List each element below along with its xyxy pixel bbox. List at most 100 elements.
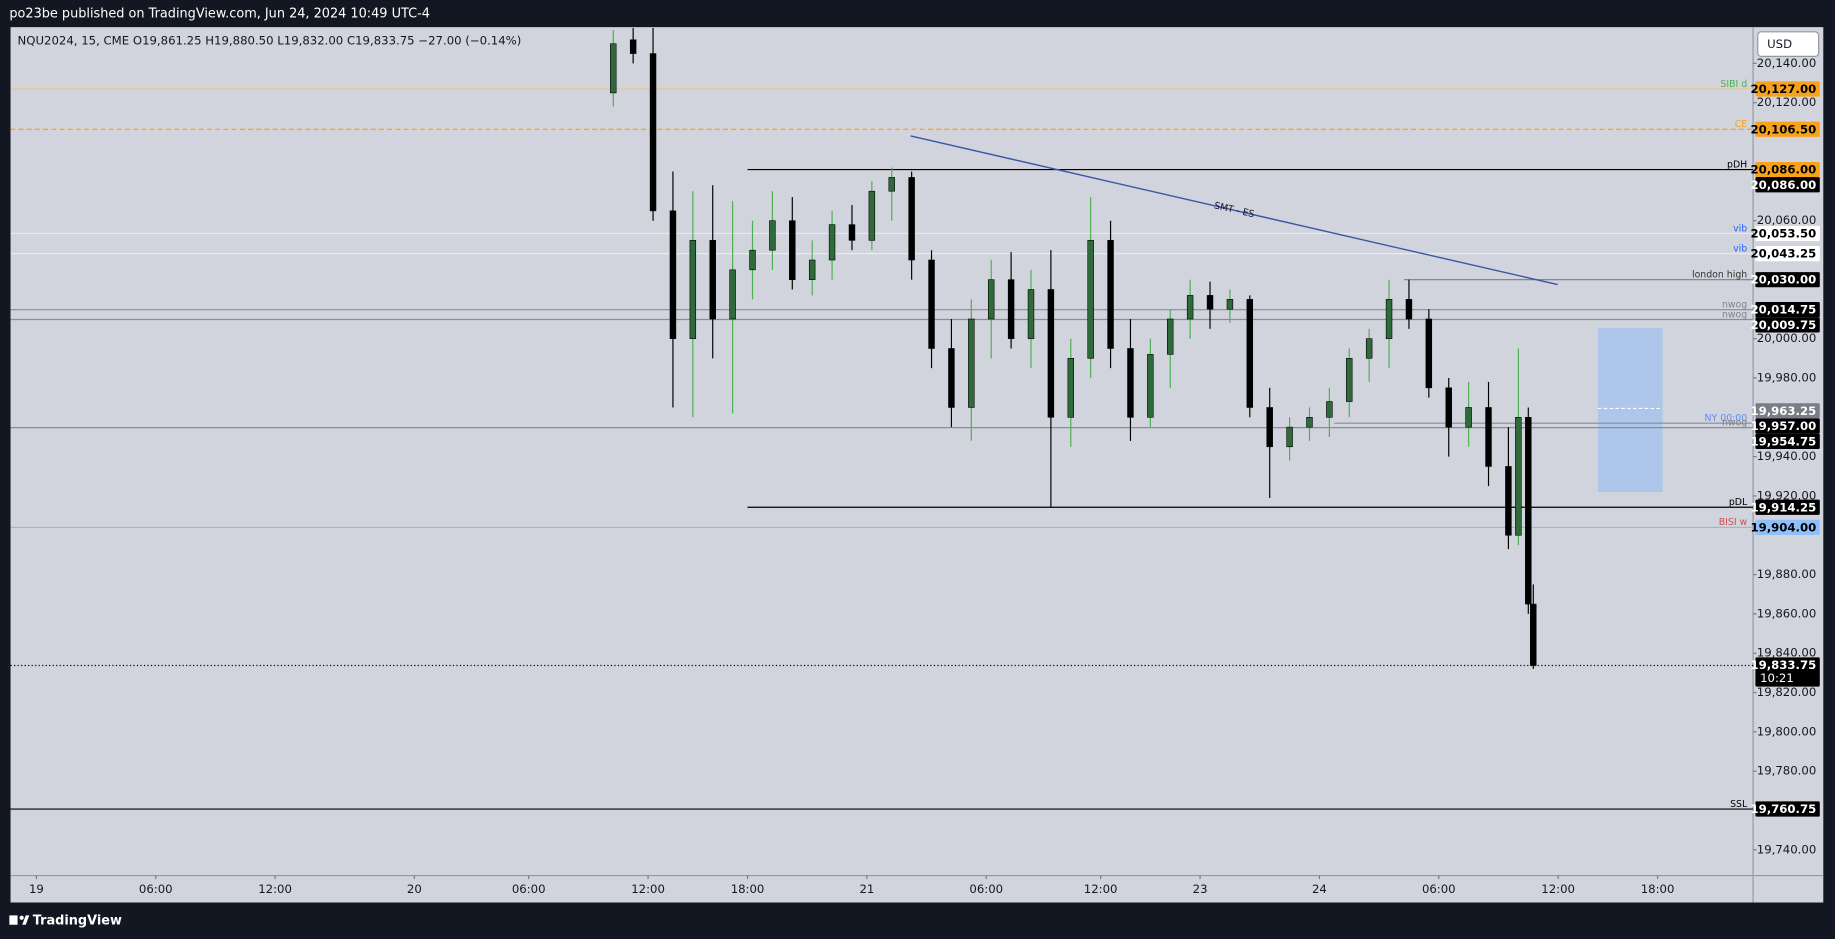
candle-body <box>1525 417 1532 605</box>
level-label: NY 00:00 <box>1705 413 1748 424</box>
candle-body <box>749 249 756 271</box>
y-tick-label: 19,780.00 <box>1757 764 1816 778</box>
candle-body <box>948 348 955 408</box>
price-box <box>1755 302 1820 318</box>
candle-body <box>1505 466 1512 536</box>
price-box-label: 19,957.00 <box>1750 419 1816 433</box>
candle-body <box>1326 401 1333 418</box>
level-label: vib <box>1733 243 1747 254</box>
candle-body <box>689 240 697 339</box>
x-tick-label: 18:00 <box>1641 882 1675 896</box>
bar-countdown: 10:21 <box>1760 671 1794 685</box>
candle-body <box>1027 289 1035 339</box>
x-tick-label: 21 <box>859 882 874 896</box>
level-label: pDH <box>1727 159 1747 170</box>
candle-body <box>1385 299 1393 339</box>
candle-body <box>1167 318 1174 355</box>
candle-body <box>1266 407 1273 448</box>
x-tick-label: 06:00 <box>139 882 173 896</box>
price-box <box>1755 801 1820 817</box>
candle-body <box>1206 295 1214 310</box>
price-box-label: 20,106.50 <box>1750 122 1816 136</box>
y-tick-label: 20,060.00 <box>1757 213 1816 227</box>
candle-body <box>669 210 677 339</box>
price-box-label: 20,014.75 <box>1750 303 1816 317</box>
position-zone <box>1597 327 1663 493</box>
y-tick-label: 19,840.00 <box>1757 646 1816 660</box>
last-price-label: 19,833.75 <box>1750 658 1816 672</box>
candle-body <box>1147 354 1154 418</box>
candle-body <box>1445 387 1452 428</box>
candle-body <box>769 220 776 251</box>
candle-body <box>908 177 915 261</box>
price-box <box>1755 519 1820 536</box>
level-label: nwog <box>1722 309 1747 320</box>
price-box <box>1755 161 1820 178</box>
candle-body <box>610 43 617 94</box>
candle-body <box>1067 358 1074 418</box>
level-label: nwog <box>1722 299 1747 310</box>
price-box <box>1755 418 1820 434</box>
price-box-label: 19,904.00 <box>1750 520 1816 534</box>
y-tick-label: 19,880.00 <box>1757 567 1816 581</box>
price-box <box>1755 225 1820 242</box>
x-tick-label: 23 <box>1193 882 1208 896</box>
candle-body <box>1346 358 1353 402</box>
candle-body <box>1047 289 1055 418</box>
candle-body <box>968 318 975 408</box>
last-price-box <box>1755 657 1820 687</box>
brand-logo <box>9 915 30 925</box>
candle-body <box>1365 338 1373 359</box>
x-tick-label: 06:00 <box>1422 882 1456 896</box>
price-box-label: 20,053.50 <box>1750 227 1816 241</box>
y-tick-label: 19,800.00 <box>1757 724 1816 738</box>
price-box-label: 19,954.75 <box>1750 434 1816 448</box>
level-label: nwog <box>1722 417 1747 428</box>
candle-body <box>1405 299 1413 320</box>
candle-body <box>848 224 856 241</box>
candle-body <box>1007 279 1015 339</box>
currency-label[interactable]: USD <box>1767 37 1792 51</box>
candle-body <box>729 269 736 320</box>
y-tick-label: 20,120.00 <box>1757 95 1816 109</box>
candle-body <box>987 279 995 320</box>
x-tick-label: 20 <box>407 882 422 896</box>
level-label: BISI w <box>1719 517 1748 528</box>
price-box <box>1755 177 1820 193</box>
price-box <box>1755 246 1820 262</box>
x-tick-label: 06:00 <box>969 882 1003 896</box>
x-tick-label: 12:00 <box>258 882 292 896</box>
price-box-label: 19,963.25 <box>1750 404 1816 418</box>
candle-body <box>1425 318 1433 389</box>
candle-body <box>709 240 716 320</box>
x-tick-label: 18:00 <box>731 882 765 896</box>
price-box-label: 20,043.25 <box>1750 247 1816 261</box>
candle-body <box>789 220 796 280</box>
price-box-label: 19,914.25 <box>1750 500 1816 514</box>
price-box <box>1755 403 1820 419</box>
price-box-label: 20,009.75 <box>1750 318 1816 332</box>
price-box-label: 20,030.00 <box>1750 273 1816 287</box>
candle-body <box>649 53 657 212</box>
level-label: vib <box>1733 223 1747 234</box>
candle-body <box>828 224 836 261</box>
chart-area <box>10 27 1824 903</box>
candle-body <box>1286 426 1293 448</box>
candle-body <box>868 190 876 241</box>
overlay: 20,140.0020,120.0020,080.0020,060.0020,0… <box>29 56 1820 896</box>
price-box-label: 20,127.00 <box>1750 82 1816 96</box>
candle-body <box>1515 417 1522 536</box>
price-box-label: 19,760.75 <box>1750 802 1816 816</box>
candle-body <box>1107 240 1114 349</box>
y-tick-label: 19,860.00 <box>1757 606 1816 620</box>
level-label: CE <box>1735 119 1748 130</box>
price-box-label: 20,086.00 <box>1750 163 1816 177</box>
symbol-legend: NQU2024, 15, CME O19,861.25 H19,880.50 L… <box>18 34 522 48</box>
brand-name: TradingView <box>33 914 122 929</box>
x-tick-label: 12:00 <box>1541 882 1575 896</box>
candle-body <box>1226 299 1234 310</box>
candle-body <box>1465 407 1472 428</box>
price-box-label: 20,086.00 <box>1750 178 1816 192</box>
currency-button[interactable] <box>1757 31 1820 57</box>
